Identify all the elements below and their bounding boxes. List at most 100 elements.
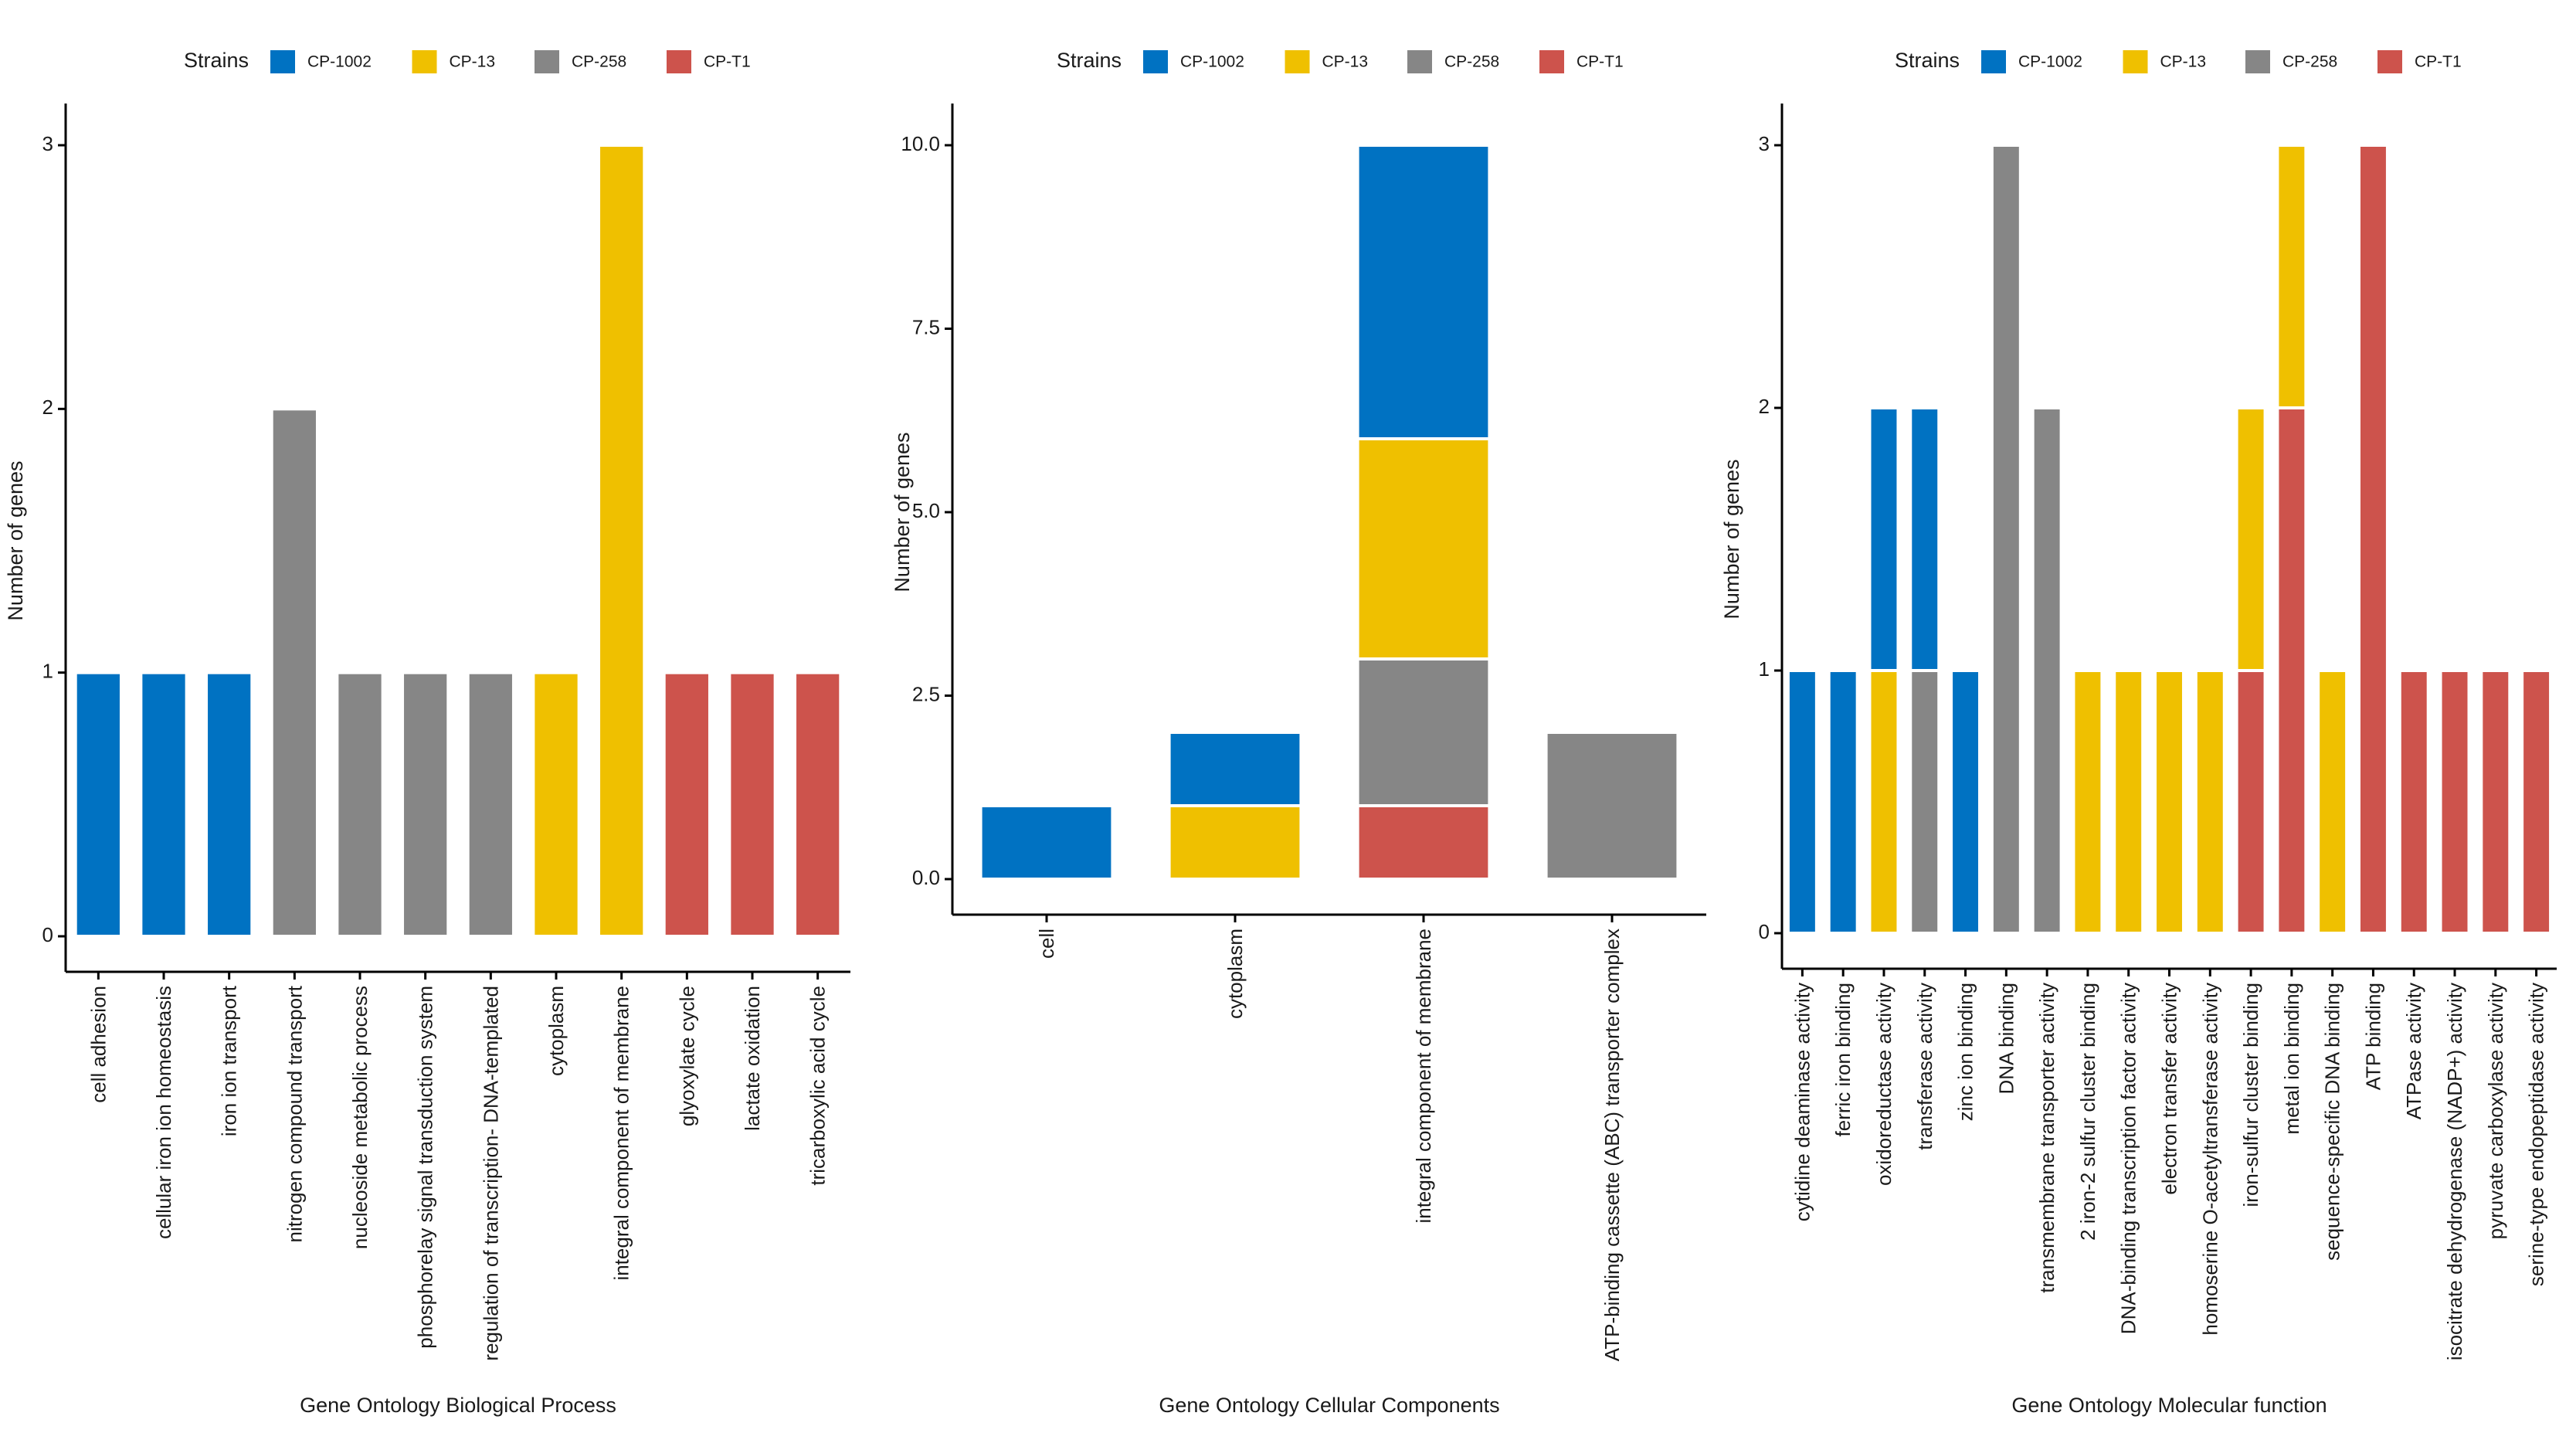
bar-cp-1002-cytoplasm (1167, 731, 1303, 807)
panel-cellular-components: Strains CP-1002 CP-13 CP-258 CP-T1 0.0 2.5 5.0 7… (891, 49, 1706, 1417)
y-tick-label: 0.0 (912, 866, 940, 889)
y-axis-title: Number of genes (891, 432, 914, 592)
bar-cp-13-cytoplasm (1167, 804, 1303, 881)
bar-cp-t1-tricarboxylic-acid-cycle (793, 671, 843, 939)
x-tick-label: oxidoreductase activity (1872, 983, 1896, 1186)
x-tick-label: cytoplasm (1224, 929, 1247, 1019)
legend-label-cp-13: CP-13 (450, 53, 496, 71)
legend-label-cp-1002: CP-1002 (1180, 53, 1244, 71)
legend: Strains CP-1002 CP-13 CP-258 CP-T1 (1057, 49, 1624, 73)
legend-swatch-cp-258 (2245, 50, 2270, 73)
x-tick-label: ATPase activity (2402, 983, 2425, 1119)
bar-cp-t1-integral-component-of-membrane (1356, 804, 1492, 881)
legend-label-cp-1002: CP-1002 (307, 53, 372, 71)
x-tick-label: cytoplasm (545, 986, 568, 1076)
bar-cp-13-iron-sulfur-cluster-binding (2235, 406, 2267, 672)
legend: Strains CP-1002 CP-13 CP-258 CP-T1 (1895, 49, 2462, 73)
legend-title: Strains (1057, 49, 1122, 72)
y-tick-label: 3 (42, 132, 53, 155)
bar-cp-t1-pyruvate-carboxylase-activity (2479, 669, 2512, 935)
y-tick-label: 7.5 (912, 315, 940, 338)
x-axis-title: Gene Ontology Molecular function (2011, 1394, 2327, 1417)
bar-cp-t1-lactate-oxidation (728, 671, 777, 939)
bar-cp-258-phosphorelay-signal-transduction-system (401, 671, 450, 939)
x-tick-label: integral component of membrane (1412, 929, 1435, 1224)
y-tick-label: 10.0 (901, 132, 940, 155)
x-tick-label: transmembrane transporter activity (2035, 983, 2058, 1293)
bar-cp-1002-cytidine-deaminase-activity (1786, 669, 1818, 935)
legend: Strains CP-1002 CP-13 CP-258 CP-T1 (184, 49, 751, 73)
bar-cp-258-integral-component-of-membrane (1356, 657, 1492, 807)
x-tick-label: cell (1035, 929, 1058, 959)
y-tick-label: 5.0 (912, 499, 940, 522)
bar-cp-258-transferase-activity (1909, 669, 1941, 935)
legend-label-cp-t1: CP-T1 (2415, 53, 2462, 71)
legend-label-cp-13: CP-13 (2160, 53, 2207, 71)
bar-cp-13-electron-transfer-activity (2153, 669, 2185, 935)
y-axis-title: Number of genes (1720, 459, 1743, 619)
x-tick-label: regulation of transcription- DNA-templat… (479, 986, 502, 1361)
bar-cp-1002-transferase-activity (1909, 406, 1941, 672)
bar-cp-13-integral-component-of-membrane (1356, 437, 1492, 660)
x-tick-label: lactate oxidation (741, 986, 764, 1131)
legend-swatch-cp-1002 (1981, 50, 2006, 73)
y-tick-label: 2.5 (912, 682, 940, 705)
legend-title: Strains (184, 49, 249, 72)
y-tick-label: 0 (42, 923, 53, 946)
x-tick-label: DNA-binding transcription factor activit… (2117, 983, 2140, 1334)
legend-label-cp-13: CP-13 (1322, 53, 1369, 71)
legend-label-cp-258: CP-258 (572, 53, 626, 71)
x-tick-label: ferric iron binding (1831, 983, 1855, 1136)
bar-cp-1002-ferric-iron-binding (1827, 669, 1859, 935)
x-tick-label: iron-sulfur cluster binding (2239, 983, 2262, 1207)
bar-cp-258-dna-binding (1990, 144, 2022, 935)
legend-label-cp-1002: CP-1002 (2018, 53, 2082, 71)
x-tick-label: 2 iron-2 sulfur cluster binding (2076, 983, 2099, 1241)
legend-swatch-cp-t1 (1539, 50, 1564, 73)
bar-cp-1002-integral-component-of-membrane (1356, 144, 1492, 440)
x-tick-label: zinc ion binding (1954, 983, 1977, 1121)
legend-label-cp-258: CP-258 (2282, 53, 2337, 71)
x-tick-label: ATP binding (2361, 983, 2384, 1090)
bar-cp-1002-cell-adhesion (73, 671, 123, 939)
x-tick-label: phosphorelay signal transduction system (414, 986, 437, 1349)
legend-swatch-cp-258 (535, 50, 559, 73)
legend-swatch-cp-13 (2123, 50, 2148, 73)
legend-swatch-cp-258 (1407, 50, 1432, 73)
x-axis-title: Gene Ontology Biological Process (300, 1394, 616, 1417)
legend-swatch-cp-1002 (270, 50, 295, 73)
bar-cp-13-sequence-specific-dna-binding (2316, 669, 2349, 935)
bar-cp-1002-zinc-ion-binding (1950, 669, 1982, 935)
bar-cp-258-atp-binding-cassette-abc-transporter-complex (1544, 731, 1680, 881)
x-tick-label: electron transfer activity (2158, 983, 2181, 1195)
x-tick-label: homoserine O-acetyltransferase activity (2198, 983, 2221, 1336)
x-tick-label: integral component of membrane (610, 986, 633, 1281)
legend-label-cp-t1: CP-T1 (1576, 53, 1624, 71)
bar-cp-13-2-iron-2-sulfur-cluster-binding (2072, 669, 2104, 935)
y-tick-label: 2 (42, 396, 53, 419)
bar-cp-1002-iron-ion-transport (205, 671, 254, 939)
x-tick-label: tricarboxylic acid cycle (806, 986, 830, 1186)
panel-biological-process: Strains CP-1002 CP-13 CP-258 CP-T1 0 1 2 3 Number… (4, 49, 850, 1417)
panel-molecular-function: Strains CP-1002 CP-13 CP-258 CP-T1 0 1 2 3 Number… (1720, 49, 2557, 1417)
bar-cp-1002-cellular-iron-ion-homeostasis (139, 671, 188, 939)
bar-cp-1002-cell (979, 804, 1115, 881)
bar-cp-t1-glyoxylate-cycle (662, 671, 711, 939)
x-tick-label: DNA binding (1994, 983, 2018, 1095)
bar-cp-t1-serine-type-endopeptidase-activity (2520, 669, 2553, 935)
x-axis-title: Gene Ontology Cellular Components (1159, 1394, 1499, 1417)
legend-label-cp-t1: CP-T1 (704, 53, 751, 71)
bar-cp-258-transmembrane-transporter-activity (2031, 406, 2063, 935)
legend-swatch-cp-13 (1285, 50, 1310, 73)
legend-swatch-cp-t1 (667, 50, 691, 73)
legend-swatch-cp-13 (412, 50, 437, 73)
y-tick-label: 0 (1759, 920, 1770, 943)
x-tick-label: metal ion binding (2280, 983, 2303, 1135)
bar-cp-t1-atp-binding (2357, 144, 2389, 935)
y-tick-label: 3 (1759, 132, 1770, 155)
x-tick-label: pyruvate carboxylase activity (2484, 983, 2507, 1239)
x-tick-label: transferase activity (1913, 983, 1936, 1150)
legend-swatch-cp-1002 (1143, 50, 1168, 73)
bar-cp-258-regulation-of-transcription-dna-templated (466, 671, 515, 939)
x-tick-label: serine-type endopeptidase activity (2525, 983, 2548, 1286)
